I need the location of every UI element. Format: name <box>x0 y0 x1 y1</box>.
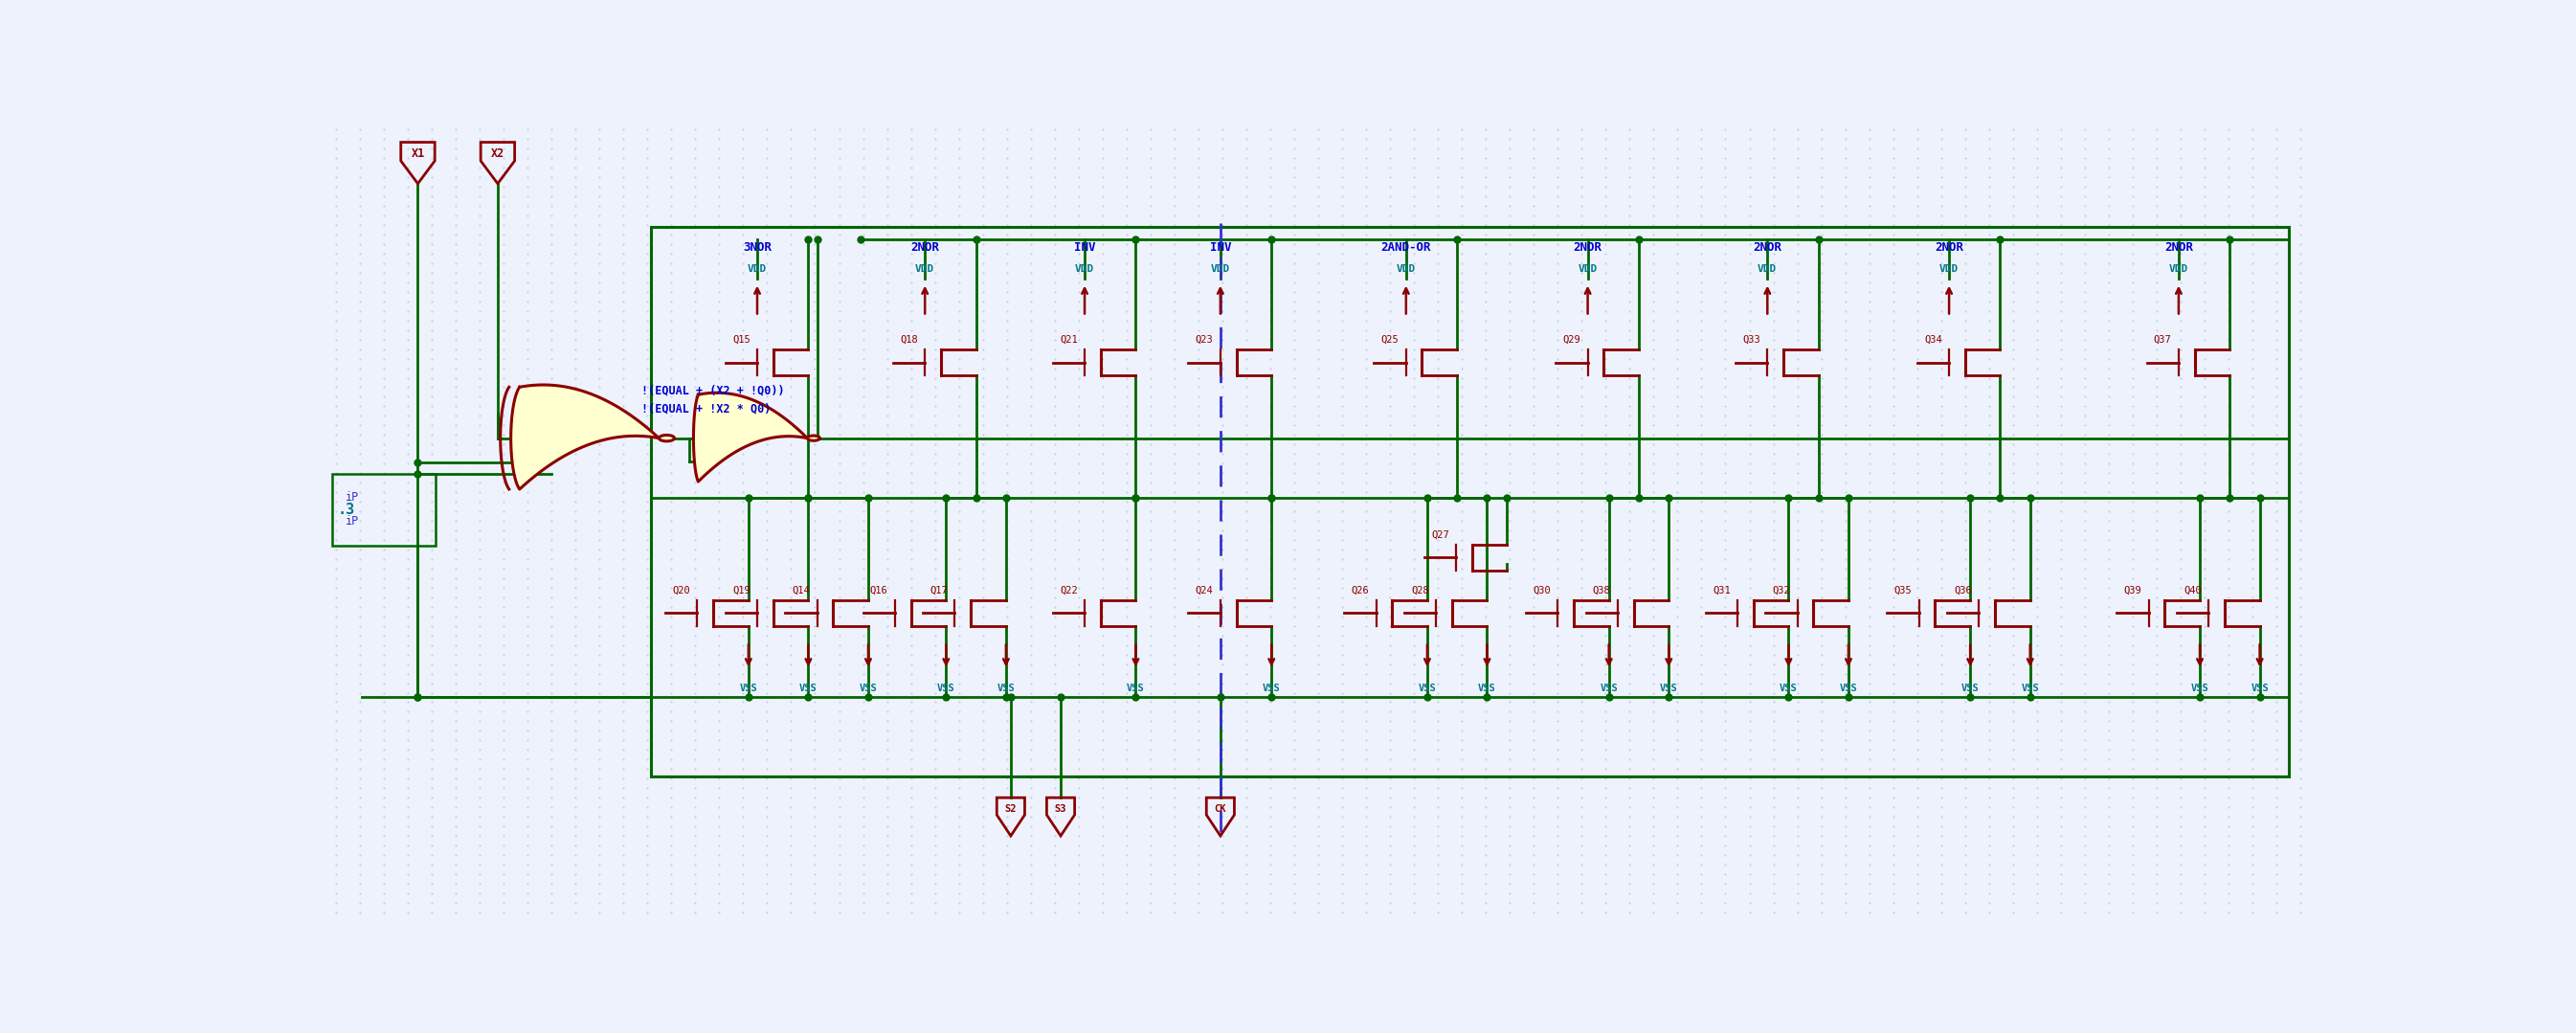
Text: VSS: VSS <box>1839 683 1857 693</box>
Text: VSS: VSS <box>1780 683 1798 693</box>
Text: !(EQUAL + (X2 + !Q0)): !(EQUAL + (X2 + !Q0)) <box>641 384 786 397</box>
Text: VSS: VSS <box>1262 683 1280 693</box>
Text: S2: S2 <box>1005 805 1018 814</box>
Text: VSS: VSS <box>1600 683 1618 693</box>
Text: INV: INV <box>1074 241 1095 253</box>
Text: X1: X1 <box>412 148 425 160</box>
Text: VSS: VSS <box>2190 683 2208 693</box>
Polygon shape <box>693 393 806 481</box>
Text: VDD: VDD <box>1579 264 1597 274</box>
Text: Q15: Q15 <box>732 335 750 344</box>
Text: VSS: VSS <box>2022 683 2040 693</box>
Text: VSS: VSS <box>997 683 1015 693</box>
Text: Q39: Q39 <box>2123 586 2141 595</box>
Text: Q36: Q36 <box>1955 586 1973 595</box>
Text: 2NOR: 2NOR <box>1935 241 1963 253</box>
Text: Q25: Q25 <box>1381 335 1399 344</box>
Text: 2NOR: 2NOR <box>2164 241 2192 253</box>
Text: Q14: Q14 <box>793 586 809 595</box>
Text: VDD: VDD <box>914 264 935 274</box>
Polygon shape <box>510 385 659 490</box>
Text: VDD: VDD <box>747 264 768 274</box>
Text: Q22: Q22 <box>1059 586 1077 595</box>
Text: Q29: Q29 <box>1564 335 1582 344</box>
Text: iP: iP <box>345 515 361 528</box>
Text: Q23: Q23 <box>1195 335 1213 344</box>
Text: VSS: VSS <box>1419 683 1437 693</box>
Text: VDD: VDD <box>1074 264 1095 274</box>
Text: Q38: Q38 <box>1592 586 1610 595</box>
Circle shape <box>806 436 819 441</box>
Text: VDD: VDD <box>1757 264 1777 274</box>
Text: Q30: Q30 <box>1533 586 1551 595</box>
Text: Q34: Q34 <box>1924 335 1942 344</box>
Text: X2: X2 <box>492 148 505 160</box>
Text: VSS: VSS <box>938 683 956 693</box>
Text: VSS: VSS <box>799 683 817 693</box>
Text: VSS: VSS <box>1659 683 1677 693</box>
Text: VSS: VSS <box>1960 683 1978 693</box>
Text: VSS: VSS <box>1126 683 1144 693</box>
Text: Q37: Q37 <box>2154 335 2172 344</box>
Text: Q20: Q20 <box>672 586 690 595</box>
Text: S3: S3 <box>1054 805 1066 814</box>
Text: Q28: Q28 <box>1412 586 1430 595</box>
Text: Q33: Q33 <box>1741 335 1759 344</box>
Circle shape <box>659 435 675 441</box>
Text: VSS: VSS <box>860 683 878 693</box>
Text: 2AND-OR: 2AND-OR <box>1381 241 1432 253</box>
Text: INV: INV <box>1211 241 1231 253</box>
Text: CK: CK <box>1213 805 1226 814</box>
Text: Q32: Q32 <box>1772 586 1790 595</box>
Text: Q31: Q31 <box>1713 586 1731 595</box>
Text: Q40: Q40 <box>2184 586 2202 595</box>
Text: Q27: Q27 <box>1432 530 1448 539</box>
Text: VDD: VDD <box>1940 264 1958 274</box>
Text: Q18: Q18 <box>899 335 917 344</box>
Text: Q17: Q17 <box>930 586 948 595</box>
Text: Q24: Q24 <box>1195 586 1213 595</box>
Text: VSS: VSS <box>739 683 757 693</box>
Text: VSS: VSS <box>2251 683 2269 693</box>
Text: VSS: VSS <box>1479 683 1497 693</box>
Text: iP: iP <box>345 492 361 504</box>
Text: 2NOR: 2NOR <box>1754 241 1783 253</box>
Text: .3: .3 <box>337 502 355 516</box>
Text: Q35: Q35 <box>1893 586 1911 595</box>
Text: 2NOR: 2NOR <box>1574 241 1602 253</box>
Text: 2NOR: 2NOR <box>909 241 940 253</box>
Text: Q21: Q21 <box>1059 335 1077 344</box>
Text: 3NOR: 3NOR <box>742 241 773 253</box>
Text: VDD: VDD <box>1211 264 1231 274</box>
Text: Q19: Q19 <box>732 586 750 595</box>
Text: Q16: Q16 <box>871 586 889 595</box>
Text: !(EQUAL + !X2 * Q0): !(EQUAL + !X2 * Q0) <box>641 403 770 415</box>
Text: VDD: VDD <box>2169 264 2190 274</box>
Text: VDD: VDD <box>1396 264 1417 274</box>
Text: Q26: Q26 <box>1352 586 1368 595</box>
